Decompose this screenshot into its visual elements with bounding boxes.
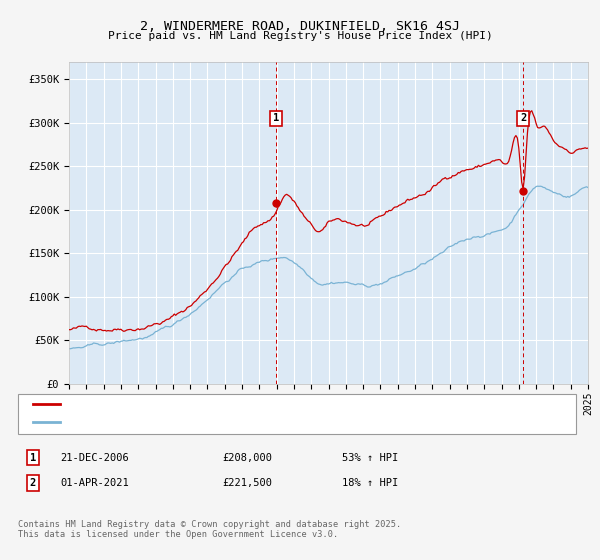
Text: HPI: Average price, semi-detached house, Tameside: HPI: Average price, semi-detached house,… (64, 417, 358, 427)
Text: 2, WINDERMERE ROAD, DUKINFIELD, SK16 4SJ (semi-detached house): 2, WINDERMERE ROAD, DUKINFIELD, SK16 4SJ… (64, 399, 436, 409)
Text: 53% ↑ HPI: 53% ↑ HPI (342, 452, 398, 463)
Text: 01-APR-2021: 01-APR-2021 (60, 478, 129, 488)
Text: £221,500: £221,500 (222, 478, 272, 488)
Text: Contains HM Land Registry data © Crown copyright and database right 2025.
This d: Contains HM Land Registry data © Crown c… (18, 520, 401, 539)
Text: 1: 1 (273, 113, 279, 123)
Text: £208,000: £208,000 (222, 452, 272, 463)
Text: Price paid vs. HM Land Registry's House Price Index (HPI): Price paid vs. HM Land Registry's House … (107, 31, 493, 41)
Text: 2, WINDERMERE ROAD, DUKINFIELD, SK16 4SJ: 2, WINDERMERE ROAD, DUKINFIELD, SK16 4SJ (140, 20, 460, 32)
Text: 2: 2 (520, 113, 526, 123)
Text: 1: 1 (30, 452, 36, 463)
Text: 21-DEC-2006: 21-DEC-2006 (60, 452, 129, 463)
Text: 2: 2 (30, 478, 36, 488)
Text: 18% ↑ HPI: 18% ↑ HPI (342, 478, 398, 488)
